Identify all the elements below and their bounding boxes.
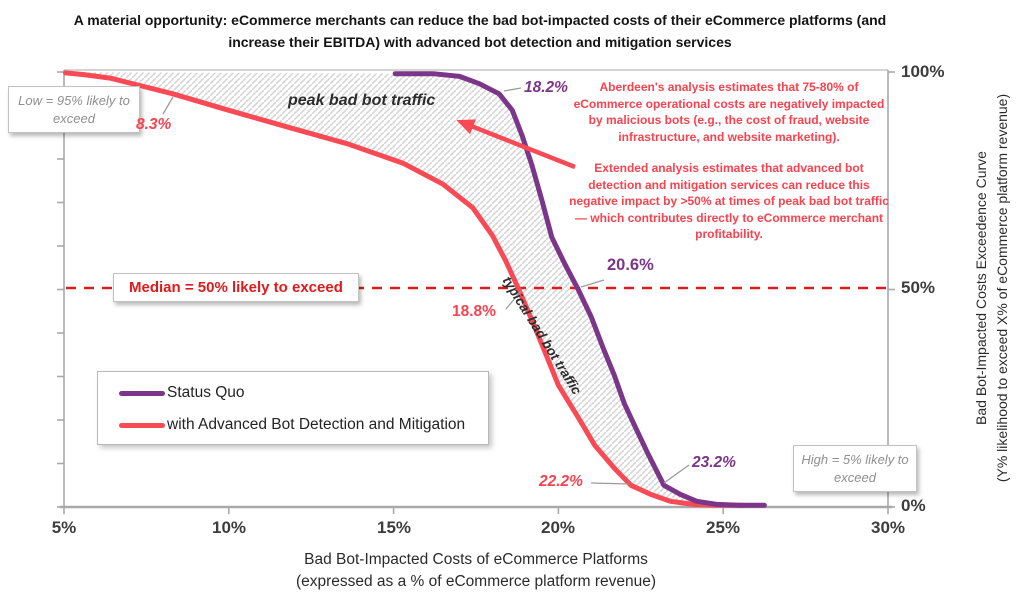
status-quo-median-value-label: 20.6% <box>607 256 654 274</box>
y-tick-100pct: 100% <box>901 62 945 81</box>
advanced-5pct-value-label: 22.2% <box>539 473 583 490</box>
low-percentile-callout: Low = 95% likely to exceed <box>8 86 140 134</box>
x-tick-25pct: 25% <box>705 518 741 537</box>
x-axis-title-line2: (expressed as a % of eCommerce platform … <box>295 573 657 591</box>
median-callout: Median = 50% likely to exceed <box>113 273 359 302</box>
x-tick-20pct: 20% <box>540 518 576 537</box>
y-axis-title: Bad Bot-Impacted Costs Exceedence Curve … <box>971 58 1013 518</box>
x-tick-30pct: 30% <box>870 518 906 537</box>
chart-title: A material opportunity: eCommerce mercha… <box>73 12 887 50</box>
status-quo-95pct-value-label: 18.2% <box>524 79 568 96</box>
bot-traffic-band <box>65 72 765 506</box>
status-quo-line-swatch <box>119 390 165 396</box>
y-axis-title-line2: (Y% likelihood to exceed X% of eCommerce… <box>994 93 1010 483</box>
advanced-median-value-label: 18.8% <box>452 303 496 320</box>
analysis-annotation: Aberdeen's analysis estimates that 75-80… <box>568 79 890 258</box>
legend-label-advanced: with Advanced Bot Detection and Mitigati… <box>167 416 466 433</box>
y-tick-50pct: 50% <box>901 278 936 297</box>
legend-item-status-quo: Status Quo <box>119 384 245 402</box>
annotation-arrow <box>456 119 576 170</box>
analysis-paragraph-2: Extended analysis estimates that advance… <box>569 161 889 242</box>
x-tick-5pct: 5% <box>51 518 77 537</box>
x-tick-10pct: 10% <box>211 518 247 537</box>
x-axis-title-line1: Bad Bot-Impacted Costs of eCommerce Plat… <box>304 551 648 568</box>
advanced-line-swatch <box>119 422 165 428</box>
label-leader-lines <box>162 87 690 485</box>
legend: Status Quo with Advanced Bot Detection a… <box>97 371 489 445</box>
advanced-mitigation-curve <box>63 70 746 508</box>
status-quo-5pct-value-label: 23.2% <box>692 454 736 471</box>
x-axis-title: Bad Bot-Impacted Costs of eCommerce Plat… <box>76 549 876 594</box>
analysis-paragraph-1: Aberdeen's analysis estimates that 75-80… <box>573 80 885 144</box>
y-tick-0pct: 0% <box>901 496 926 515</box>
peak-bad-bot-traffic-label: peak bad bot traffic <box>288 92 436 109</box>
x-tick-15pct: 15% <box>376 518 412 537</box>
y-axis-title-line1: Bad Bot-Impacted Costs Exceedence Curve <box>973 151 989 425</box>
legend-label-status-quo: Status Quo <box>167 384 245 401</box>
status-quo-curve <box>392 71 767 508</box>
advanced-95pct-value-label: 8.3% <box>136 116 172 133</box>
high-percentile-callout: High = 5% likely to exceed <box>793 445 917 493</box>
legend-item-advanced: with Advanced Bot Detection and Mitigati… <box>119 416 465 434</box>
